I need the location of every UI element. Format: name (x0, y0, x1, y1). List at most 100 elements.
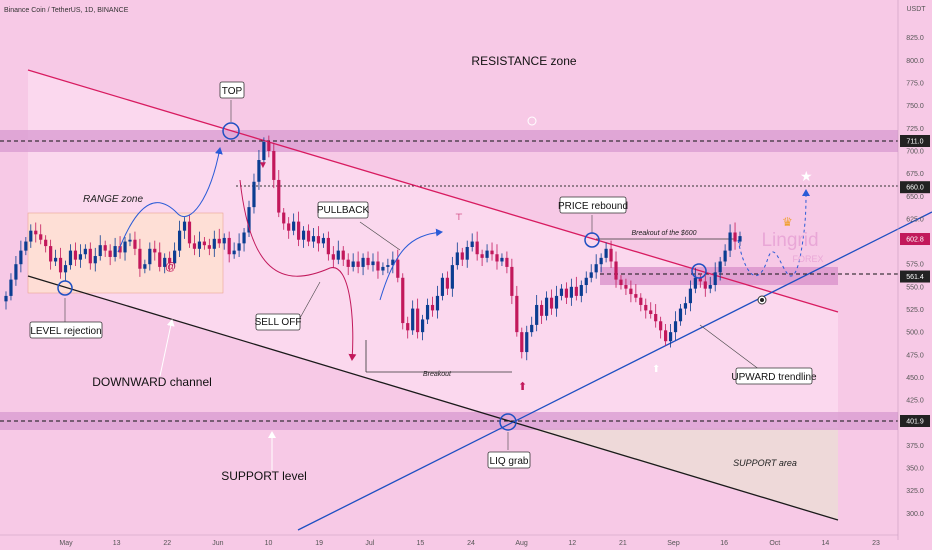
x-tick-label: 21 (619, 540, 627, 547)
upward-label: UPWARD trendline (731, 372, 817, 383)
candle-bear (331, 254, 335, 260)
currency-label: USDT (906, 6, 926, 13)
candle-bull (599, 257, 603, 265)
pullback-pointer (359, 221, 401, 251)
y-tick-label: 550.0 (906, 284, 924, 291)
candle-bull (182, 221, 187, 231)
candle-bull (530, 324, 534, 333)
range-zone-label: RANGE zone (83, 194, 143, 205)
level-rejection-label: LEVEL rejection (30, 326, 101, 337)
eye-pupil-icon (760, 298, 764, 302)
channel-arrow (159, 319, 175, 377)
pullback-callout (317, 201, 369, 219)
candle-bear (480, 254, 484, 258)
watermark-crown-icon: ♛ (782, 215, 793, 229)
candle-bear (49, 246, 53, 262)
star-icon: ★ (800, 168, 813, 184)
breakout-600-label: Breakout of the $600 (632, 230, 697, 237)
candle-bull (668, 332, 673, 342)
candle-bull (683, 303, 688, 309)
candle-bull (242, 232, 246, 244)
y-axis: 825.0 800.0 775.0 750.0 725.0 700.0 675.0 650.0… (906, 35, 924, 518)
price-tags: 711.0 660.0 602.8 561.4 401.9 (900, 135, 930, 427)
candle-bull (9, 279, 13, 296)
candle-bear (108, 250, 112, 257)
candle-bull (525, 332, 529, 353)
price-tag-label: 711.0 (907, 139, 924, 146)
candle-bear (634, 294, 638, 298)
top-callout (219, 81, 245, 99)
y-tick-label: 350.0 (906, 466, 924, 473)
upward-trendline (297, 211, 932, 531)
candle-bull (485, 250, 489, 258)
x-tick-label: 13 (113, 540, 121, 547)
y-tick-label: 500.0 (906, 330, 924, 337)
y-tick-label: 750.0 (906, 103, 924, 110)
price-tag-label: 561.4 (906, 274, 924, 281)
candle-bear (192, 243, 197, 249)
candle-bear (267, 141, 271, 151)
candle-bear (277, 179, 281, 213)
watermark-sub: FOREX (792, 254, 823, 264)
candle-bull (173, 250, 177, 264)
candle-bull (197, 241, 202, 249)
candle-bear (227, 237, 231, 255)
x-tick-label: Jun (212, 540, 223, 547)
candle-bull (544, 297, 549, 316)
candle-bear (88, 248, 92, 264)
candle-bull (386, 265, 390, 267)
y-tick-label: 525.0 (906, 307, 924, 314)
candle-bull (371, 261, 375, 266)
candle-bear (168, 257, 172, 264)
candle-bear (495, 254, 499, 262)
candle-bull (53, 257, 58, 262)
candle-bull (728, 232, 732, 251)
candle-bear (619, 279, 623, 286)
candle-bull (723, 250, 727, 262)
candle-bull (361, 257, 365, 267)
candle-bull (93, 256, 97, 264)
candle-bull (321, 237, 326, 244)
candle-bear (39, 234, 43, 240)
candle-bear (138, 248, 142, 269)
x-tick-label: 15 (417, 540, 425, 547)
candle-bull (222, 237, 226, 244)
liq-label: LIQ grab (490, 456, 529, 467)
candle-bear (649, 310, 653, 315)
arrow-up-icon: ⬆ (652, 364, 660, 375)
candle-bull (143, 264, 147, 269)
channel-bottom-line (27, 275, 839, 521)
candle-bear (207, 245, 211, 249)
channel-fill (28, 70, 838, 520)
candle-bull (292, 221, 296, 231)
candle-bear (629, 288, 633, 295)
candle-bear (282, 212, 286, 224)
candle-bull (554, 295, 559, 309)
candle-bull (311, 236, 316, 242)
level-rejection-callout (29, 321, 103, 339)
candle-bear (356, 261, 360, 267)
x-tick-label: 10 (265, 540, 273, 547)
candle-bull (738, 236, 742, 242)
candle-bear (614, 261, 618, 280)
candle-bull (212, 238, 216, 249)
candle-bull (589, 272, 593, 278)
y-tick-label: 375.0 (906, 443, 924, 450)
candle-bear (639, 297, 643, 305)
candle-bear (326, 237, 330, 255)
candle-bear (540, 304, 544, 316)
selloff-arrow (239, 179, 357, 361)
candle-bear (698, 277, 702, 282)
breakout-circle (691, 263, 707, 279)
candle-bear (73, 250, 78, 260)
x-tick-label: 22 (163, 540, 171, 547)
candle-bear (659, 321, 663, 331)
candle-bull (579, 285, 583, 296)
selloff-pointer (299, 281, 321, 319)
candle-bear (515, 295, 519, 333)
x-tick-label: 16 (720, 540, 728, 547)
candle-bear (44, 239, 48, 247)
price-tag-box (900, 233, 930, 246)
y-tick-label: 700.0 (906, 148, 924, 155)
y-tick-label: 725.0 (906, 126, 924, 133)
